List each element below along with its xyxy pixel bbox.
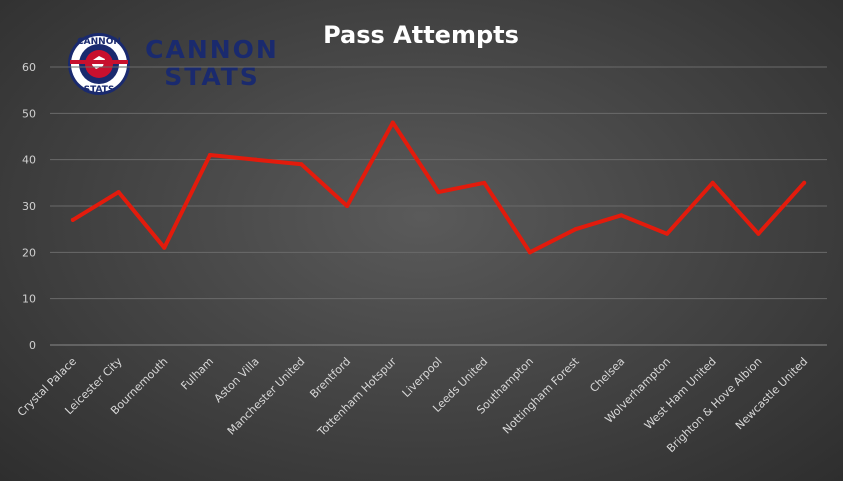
x-tick-label: Manchester United (225, 355, 308, 438)
logo-top-text: CANNON (77, 37, 121, 47)
data-point (527, 250, 532, 255)
logo-cannon-icon (70, 60, 128, 64)
y-tick-label: 50 (22, 107, 36, 120)
data-point (756, 231, 761, 236)
data-point (116, 190, 121, 195)
x-tick-label: Tottenham Hotspur (314, 355, 399, 440)
data-point (573, 227, 578, 232)
logo-bottom-text: STATS (84, 85, 115, 95)
data-point (710, 180, 715, 185)
chart-title: Pass Attempts (323, 21, 519, 49)
x-tick-label: Brighton & Hove Albion (664, 355, 764, 455)
data-point (299, 162, 304, 167)
data-point (802, 180, 807, 185)
data-point (70, 217, 75, 222)
y-tick-label: 40 (22, 154, 36, 167)
y-tick-label: 60 (22, 61, 36, 74)
series-layer (70, 120, 807, 255)
brand-line1: CANNON (145, 35, 279, 64)
x-tick-label: Fulham (178, 355, 216, 393)
data-point (390, 120, 395, 125)
data-point (665, 231, 670, 236)
x-tick-label: Chelsea (587, 355, 627, 395)
data-point (436, 190, 441, 195)
x-tick-label: Liverpool (400, 355, 445, 400)
y-tick-label: 0 (29, 339, 36, 352)
data-point (207, 153, 212, 158)
data-point (345, 204, 350, 208)
y-tick-labels: 0 10 20 30 40 50 60 (22, 61, 36, 352)
y-tick-label: 10 (22, 293, 36, 306)
data-point (253, 157, 258, 162)
y-tick-label: 30 (22, 200, 36, 213)
x-tick-label: Brentford (307, 355, 353, 401)
brand-line2: STATS (164, 62, 260, 91)
data-point (482, 180, 487, 185)
series-line (70, 120, 807, 255)
data-point (619, 213, 624, 218)
cannon-stats-logo: CANNON STATS (68, 33, 130, 95)
grid-layer (50, 66, 827, 346)
data-point (162, 245, 167, 250)
y-tick-label: 20 (22, 246, 36, 259)
x-tick-label: Nottingham Forest (500, 354, 582, 436)
